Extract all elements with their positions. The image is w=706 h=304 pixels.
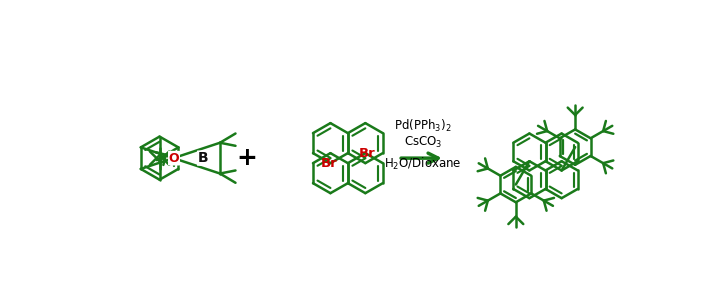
Text: O: O: [169, 152, 179, 165]
Text: CsCO$_3$: CsCO$_3$: [404, 135, 442, 150]
Text: +: +: [237, 146, 258, 170]
Text: O: O: [169, 151, 179, 164]
Text: Br: Br: [321, 157, 337, 171]
Text: Br: Br: [359, 147, 376, 161]
Text: H$_2$O/Dioxane: H$_2$O/Dioxane: [384, 156, 462, 172]
Text: B: B: [198, 151, 208, 165]
Text: Pd(PPh$_3$)$_2$: Pd(PPh$_3$)$_2$: [394, 118, 452, 134]
